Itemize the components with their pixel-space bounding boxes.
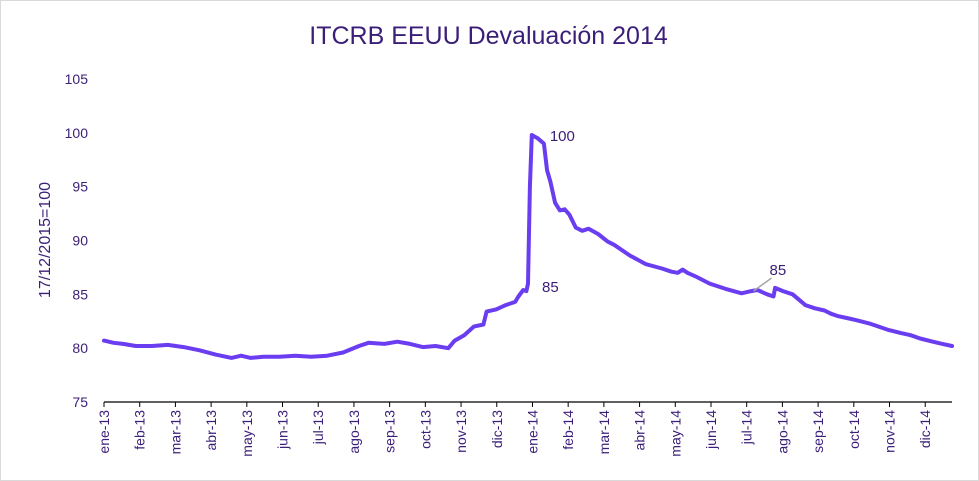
x-tick-label: mar-13 <box>167 410 183 455</box>
pre-devaluation-annotation: 85 <box>542 279 559 296</box>
y-tick-label: 80 <box>72 340 88 356</box>
x-tick-label: jun-13 <box>275 410 291 450</box>
peak-annotation: 100 <box>550 128 575 145</box>
x-tick-label: dic-13 <box>489 410 505 448</box>
x-tick-label: dic-14 <box>917 410 933 448</box>
annotation-leader-line <box>753 277 772 292</box>
x-tick-label: nov-14 <box>882 410 898 453</box>
x-tick-label: sep-13 <box>382 410 398 453</box>
series-line <box>102 133 954 360</box>
x-tick-label: feb-14 <box>560 410 576 450</box>
x-tick-label: jul-14 <box>739 410 755 445</box>
x-tick-label: ene-13 <box>96 410 112 454</box>
y-tick-label: 85 <box>72 286 88 302</box>
x-tick-label: oct-13 <box>417 410 433 449</box>
chart-title: ITCRB EEUU Devaluación 2014 <box>309 22 668 50</box>
x-tick-label: jun-14 <box>703 410 719 450</box>
y-tick-label: 105 <box>65 71 89 87</box>
x-tick-label: jul-13 <box>310 410 326 445</box>
x-tick-label: feb-13 <box>132 410 148 450</box>
x-tick-label: may-14 <box>667 410 683 457</box>
y-tick-label: 90 <box>72 233 88 249</box>
y-tick-label: 75 <box>72 394 88 410</box>
x-tick-label: oct-14 <box>846 410 862 449</box>
august-annotation: 85 <box>770 262 787 279</box>
x-tick-label: ago-13 <box>346 410 362 454</box>
y-tick-label: 95 <box>72 179 88 195</box>
y-axis-label: 17/12/2015=100 <box>37 182 54 298</box>
x-tick-label: nov-13 <box>453 410 469 453</box>
x-tick-label: abr-14 <box>632 410 648 451</box>
y-tick-label: 100 <box>65 125 89 141</box>
x-tick-label: ago-14 <box>774 410 790 454</box>
x-tick-label: ene-14 <box>524 410 540 454</box>
x-tick-label: may-13 <box>239 410 255 457</box>
x-tick-label: mar-14 <box>596 410 612 455</box>
x-tick-label: sep-14 <box>810 410 826 453</box>
x-tick-label: abr-13 <box>203 410 219 451</box>
